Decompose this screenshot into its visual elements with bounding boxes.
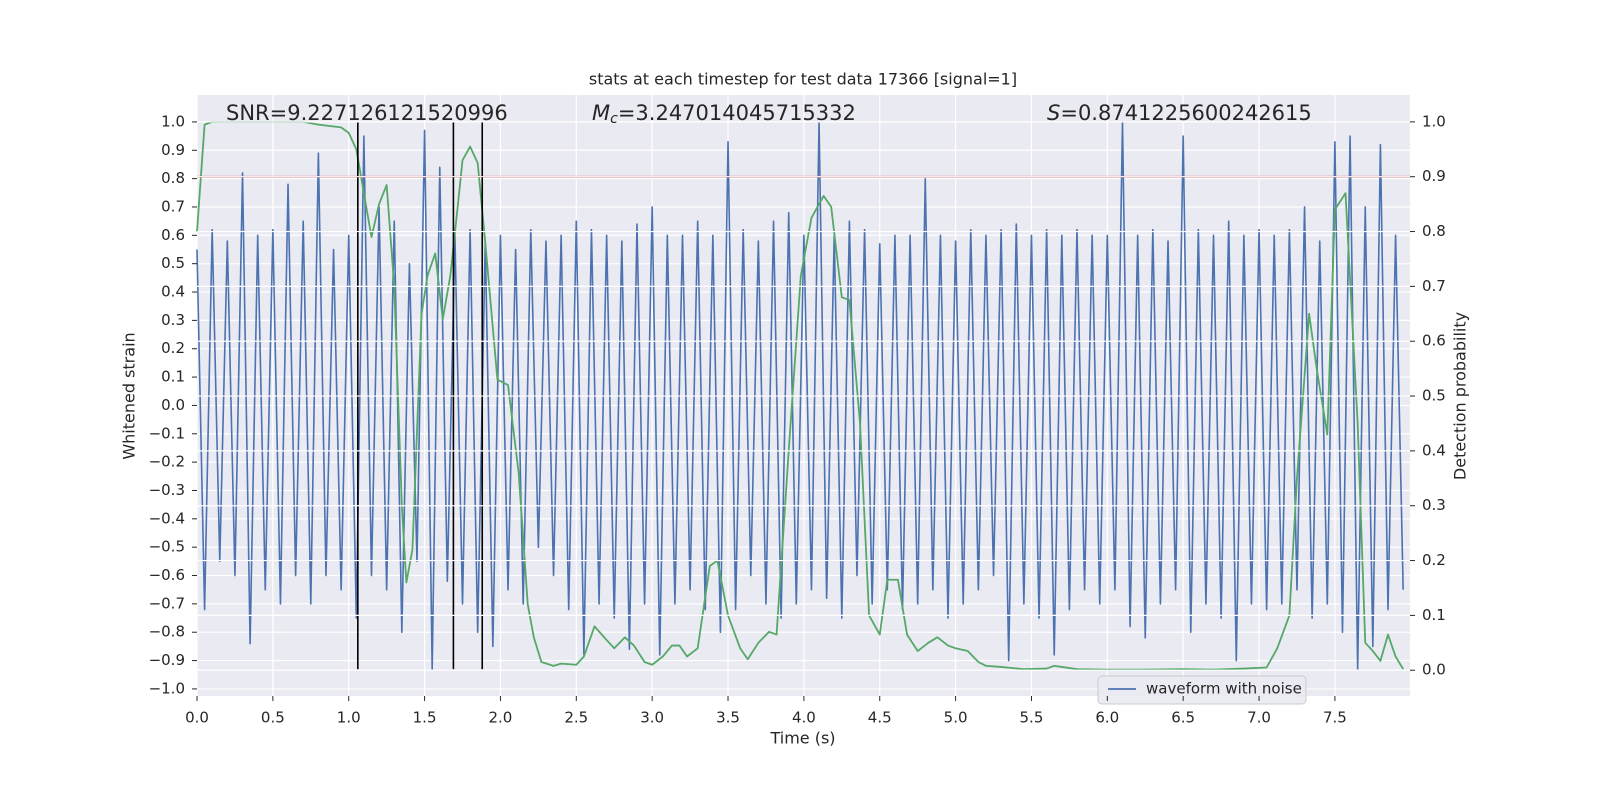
y-tick-label: −0.4 [149,509,185,527]
y2-tick-label: 0.6 [1422,332,1446,350]
legend-box [1097,675,1307,705]
y-tick-label: 0.3 [161,311,185,329]
y-tick-label: −0.7 [149,594,185,612]
y-tick-label: 0.7 [161,197,185,215]
annotation-symbol: M [592,101,610,125]
x-tick-label: 0.0 [185,709,209,727]
y2-tick-label: 0.8 [1422,222,1446,240]
x-tick-label: 4.0 [792,709,816,727]
y-tick-label: 0.6 [161,226,185,244]
annotation-symbol: S [1047,101,1060,125]
y2-tick-label: 0.7 [1422,277,1446,295]
x-axis-label: Time (s) [769,729,835,748]
y-tick-label: −0.8 [149,623,185,641]
y-tick-label: −0.3 [149,481,185,499]
y2-axis-label: Detection probability [1451,312,1470,480]
probability-line [196,120,1404,671]
annotation: Mc=3.247014045715332 [592,101,856,127]
x-tick-label: 3.0 [640,709,664,727]
y-tick-label: −0.6 [149,566,185,584]
x-tick-label: 5.0 [944,709,968,727]
x-tick-label: 7.0 [1247,709,1271,727]
annotation-text: =3.247014045715332 [618,101,856,125]
y-tick-label: 0.1 [161,368,185,386]
y-tick-label: 0.0 [161,396,185,414]
annotation-text: =0.8741225600242615 [1060,101,1311,125]
x-tick-label: 6.0 [1095,709,1119,727]
y-tick-label: −0.5 [149,538,185,556]
x-tick-label: 1.5 [413,709,437,727]
y2-tick-label: 0.5 [1422,387,1446,405]
y-tick-label: −0.9 [149,651,185,669]
x-tick-label: 7.5 [1323,709,1347,727]
x-tick-label: 0.5 [261,709,285,727]
x-tick-label: 2.5 [564,709,588,727]
y2-tick-label: 0.9 [1422,167,1446,185]
y-axis-label: Whitened strain [120,332,139,459]
y2-tick-label: 0.2 [1422,551,1446,569]
y-tick-label: 1.0 [161,112,185,130]
y2-tick-label: 1.0 [1422,112,1446,130]
y-tick-label: 0.4 [161,283,185,301]
annotation: SNR=9.227126121520996 [226,101,508,125]
x-tick-label: 5.5 [1020,709,1044,727]
y-tick-label: −1.0 [149,679,185,697]
y-tick-label: −0.1 [149,424,185,442]
y-tick-label: 0.5 [161,254,185,272]
annotation-subscript: c [610,111,618,127]
y-tick-label: 0.9 [161,141,185,159]
y-tick-label: −0.2 [149,453,185,471]
x-tick-label: 2.0 [489,709,513,727]
y2-tick-label: 0.4 [1422,441,1446,459]
y2-tick-label: 0.3 [1422,496,1446,514]
annotation: S=0.8741225600242615 [1047,101,1312,125]
y2-tick-label: 0.1 [1422,606,1446,624]
waveform-line [196,121,1404,670]
y2-tick-label: 0.0 [1422,661,1446,679]
x-tick-label: 3.5 [716,709,740,727]
y-tick-label: 0.8 [161,169,185,187]
x-tick-label: 4.5 [868,709,892,727]
legend-label: waveform with noise [1146,680,1302,698]
chart-title: stats at each timestep for test data 173… [589,70,1017,89]
x-tick-label: 6.5 [1171,709,1195,727]
x-tick-label: 1.0 [337,709,361,727]
y-tick-label: 0.2 [161,339,185,357]
